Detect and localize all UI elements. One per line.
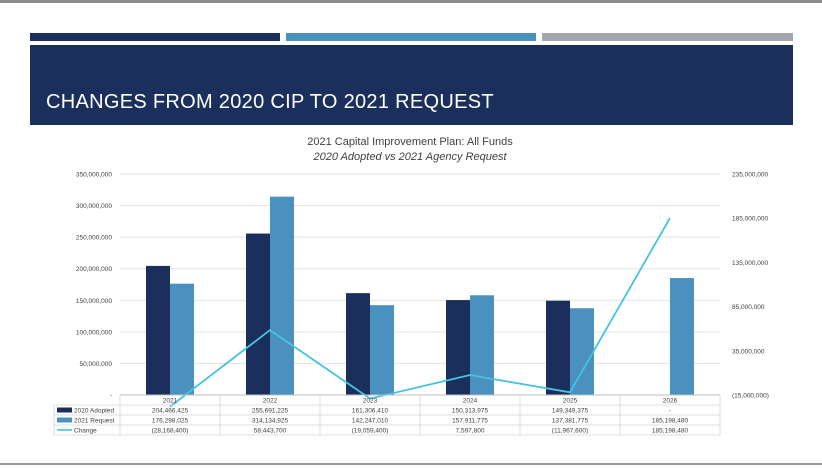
data-table-value: 161,306,410	[352, 408, 389, 415]
bar-adopted	[146, 265, 170, 395]
legend-key-adopted	[57, 407, 72, 413]
chart-title: 2021 Capital Improvement Plan: All Funds	[307, 136, 513, 148]
data-table-value: (28,168,400)	[152, 428, 189, 435]
category-label: 2025	[563, 398, 578, 405]
left-axis-tick-label: -	[110, 393, 112, 400]
bar-adopted	[346, 293, 370, 395]
data-table-value: 142,247,010	[352, 418, 389, 425]
bar-adopted	[546, 300, 570, 395]
bar-adopted	[246, 233, 270, 395]
right-axis-tick-label: 185,000,000	[732, 216, 769, 223]
left-axis-tick-label: 50,000,000	[79, 361, 112, 368]
left-axis-tick-label: 250,000,000	[76, 235, 113, 242]
legend-series-name: 2021 Request	[74, 418, 115, 425]
category-label: 2023	[363, 398, 378, 405]
category-label: 2026	[663, 398, 678, 405]
left-axis-tick-label: 100,000,000	[76, 329, 113, 336]
data-table-value: 204,466,425	[152, 408, 189, 415]
chart-subtitle: 2020 Adopted vs 2021 Agency Request	[313, 151, 507, 163]
right-axis-tick-label: 35,000,000	[732, 348, 765, 355]
data-table-value: 137,381,775	[552, 418, 589, 425]
bar-request	[670, 278, 694, 395]
left-axis-tick-label: 350,000,000	[76, 172, 113, 179]
category-label: 2022	[263, 398, 278, 405]
data-table-value: 176,298,025	[152, 418, 189, 425]
data-table-value: 7,597,800	[456, 428, 485, 435]
bar-request	[470, 295, 494, 395]
bar-request	[270, 196, 294, 395]
top-rule	[0, 0, 822, 3]
right-axis-tick-label: 135,000,000	[732, 260, 769, 267]
bar-request	[570, 308, 594, 395]
bottom-rule	[0, 463, 822, 465]
data-table-value: (11,967,600)	[552, 428, 588, 435]
data-table-value: 185,198,480	[652, 418, 689, 425]
right-axis-tick-label: (15,000,000)	[732, 393, 769, 400]
data-table-value: 157,911,775	[452, 418, 488, 425]
legend-series-name: 2020 Adopted	[74, 408, 115, 415]
accent-bar-gray	[542, 33, 793, 41]
data-table-value: 149,349,375	[552, 408, 589, 415]
accent-bar-navy	[30, 33, 280, 41]
slide-title: CHANGES FROM 2020 CIP TO 2021 REQUEST	[46, 91, 494, 113]
data-table-value: (19,059,400)	[352, 428, 389, 435]
left-axis-tick-label: 300,000,000	[76, 203, 113, 210]
bar-adopted	[446, 300, 470, 395]
right-axis-tick-label: 235,000,000	[732, 172, 769, 179]
left-axis-tick-label: 200,000,000	[76, 266, 113, 273]
right-axis-tick-label: 85,000,000	[732, 304, 765, 311]
title-band: CHANGES FROM 2020 CIP TO 2021 REQUEST	[30, 45, 793, 125]
accent-bar-blue	[286, 33, 536, 41]
data-table-value: 314,134,925	[252, 418, 289, 425]
left-axis-tick-label: 150,000,000	[76, 298, 113, 305]
data-table-value: 150,313,975	[452, 408, 489, 415]
category-label: 2024	[463, 398, 478, 405]
change-line	[169, 217, 671, 408]
bar-request	[370, 305, 394, 395]
data-table-value: -	[669, 408, 671, 415]
data-table-value: 185,198,480	[652, 428, 689, 435]
legend-series-name: Change	[74, 428, 97, 435]
category-label: 2021	[163, 398, 178, 405]
bar-request	[170, 283, 194, 395]
legend-key-request	[57, 417, 72, 423]
data-table-value: 255,691,225	[252, 408, 289, 415]
data-table-value: 58,443,700	[254, 428, 287, 435]
